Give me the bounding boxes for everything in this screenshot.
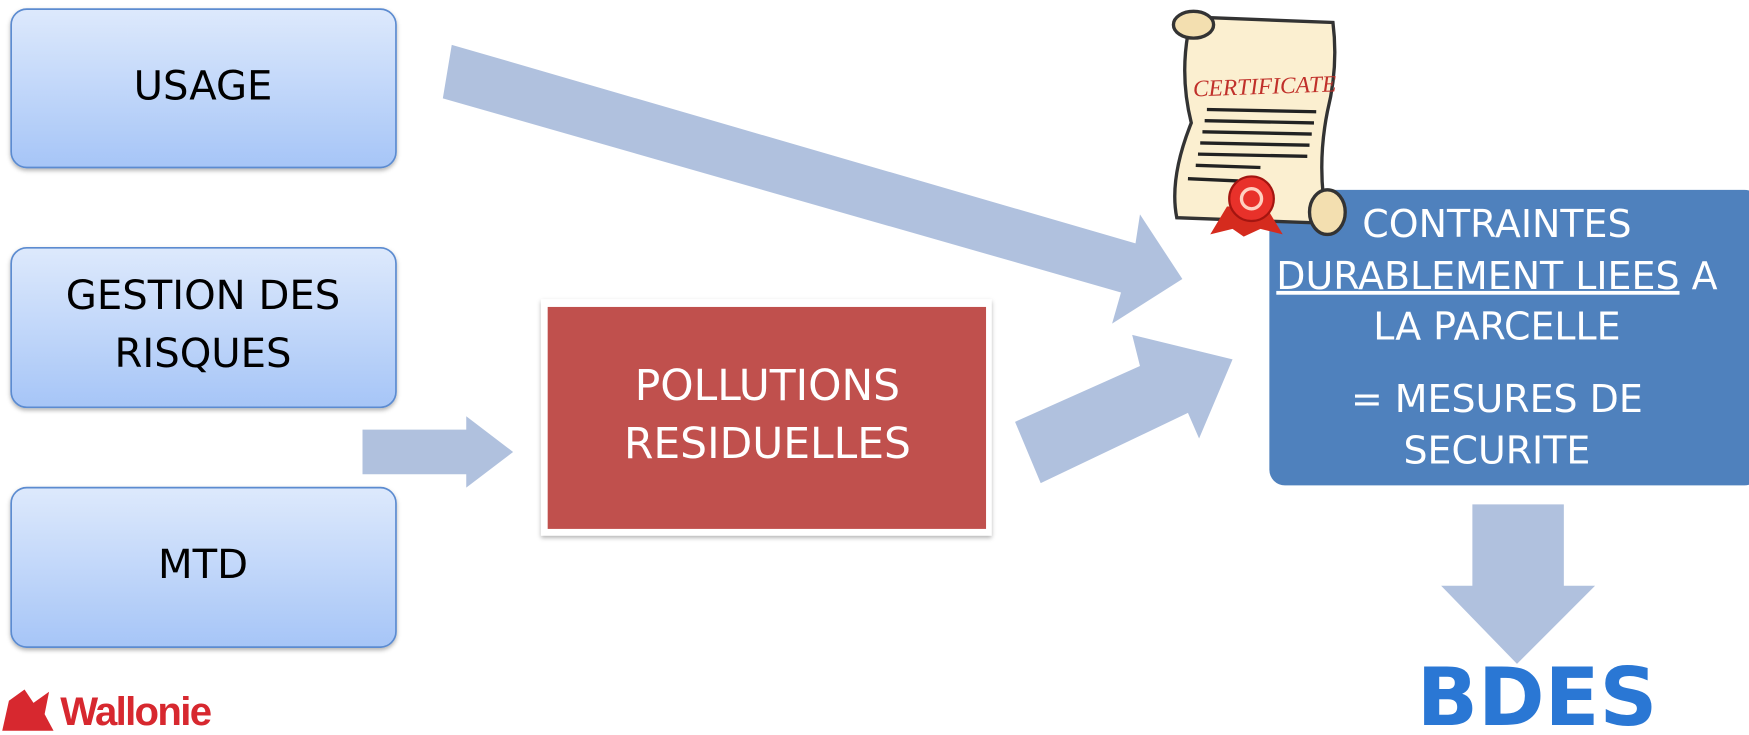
arrow — [1015, 335, 1233, 483]
result-label: = MESURES DE — [1351, 377, 1643, 421]
pollution-label: POLLUTIONS — [635, 361, 900, 410]
result-label: LA PARCELLE — [1373, 305, 1620, 349]
input-label: USAGE — [134, 63, 273, 109]
output-label: BDES — [1417, 650, 1658, 731]
certificate-image: CERTIFICATE — [1173, 11, 1345, 236]
logo-text: Wallonie — [60, 689, 211, 731]
result-label: DURABLEMENT LIEES A — [1276, 253, 1717, 297]
arrow — [1441, 504, 1595, 664]
logo: Wallonie — [2, 689, 211, 731]
result-label: SECURITE — [1403, 429, 1590, 473]
result-label: CONTRAINTES — [1362, 202, 1631, 246]
underlined-text: DURABLEMENT LIEES — [1276, 253, 1679, 297]
arrow — [363, 416, 514, 487]
pollution-label: RESIDUELLES — [624, 419, 911, 468]
input-label: GESTION DES — [66, 273, 340, 319]
diagram: CERTIFICATE Wallonie BDES USAGE GESTION D… — [0, 0, 1749, 731]
text: A — [1680, 253, 1718, 297]
input-label: MTD — [158, 542, 248, 588]
input-label: RISQUES — [114, 331, 291, 377]
arrow — [443, 45, 1183, 324]
input-box — [11, 248, 396, 408]
certificate-label: CERTIFICATE — [1193, 71, 1337, 102]
